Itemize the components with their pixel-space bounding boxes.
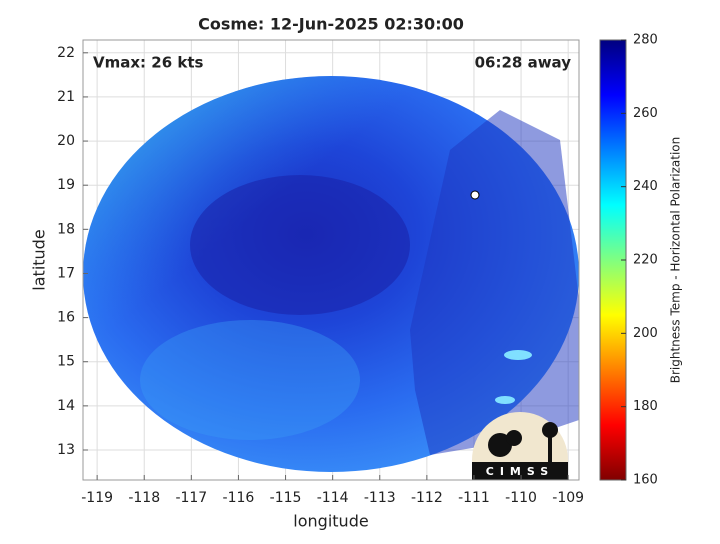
- x-axis-label: longitude: [293, 512, 368, 531]
- y-tick-label: 17: [57, 265, 75, 281]
- colorbar-tick-label: 260: [633, 106, 658, 121]
- colorbar-tick-label: 280: [633, 33, 658, 48]
- y-tick-label: 14: [57, 398, 75, 414]
- colorbar-tick-label: 240: [633, 179, 658, 194]
- colorbar-tick-label: 180: [633, 399, 658, 414]
- y-tick-label: 16: [57, 310, 75, 326]
- y-tick-label: 21: [57, 89, 75, 105]
- colorbar-tick-label: 220: [633, 253, 658, 268]
- chart-title: Cosme: 12-Jun-2025 02:30:00: [198, 15, 464, 34]
- plot-frame: [82, 39, 580, 481]
- x-tick-label: -119: [81, 490, 113, 506]
- x-tick-label: -118: [128, 490, 160, 506]
- colorbar-tick-label: 160: [633, 473, 658, 488]
- x-tick-label: -113: [364, 490, 396, 506]
- x-tick-label: -111: [458, 490, 490, 506]
- x-tick-label: -114: [317, 490, 349, 506]
- y-tick-label: 13: [57, 442, 75, 458]
- annotation: Vmax: 26 kts: [93, 54, 203, 72]
- colorbar-label: Brightness Temp - Horizontal Polarizatio…: [669, 137, 683, 384]
- x-tick-label: -109: [552, 490, 584, 506]
- logo: CIMSS: [472, 412, 568, 480]
- x-tick-label: -112: [411, 490, 443, 506]
- y-tick-label: 18: [57, 221, 75, 237]
- imagery: [83, 76, 579, 472]
- y-tick-label: 20: [57, 133, 75, 149]
- annotation: 06:28 away: [475, 54, 572, 72]
- y-tick-label: 19: [57, 177, 75, 193]
- y-axis-label: latitude: [30, 229, 49, 290]
- x-tick-label: -117: [175, 490, 207, 506]
- y-tick-label: 22: [57, 45, 75, 61]
- x-tick-label: -115: [270, 490, 302, 506]
- logo-text: CIMSS: [486, 465, 554, 478]
- colorbar-tick-label: 200: [633, 326, 658, 341]
- y-tick-label: 15: [57, 354, 75, 370]
- x-tick-label: -116: [223, 490, 255, 506]
- x-tick-label: -110: [505, 490, 537, 506]
